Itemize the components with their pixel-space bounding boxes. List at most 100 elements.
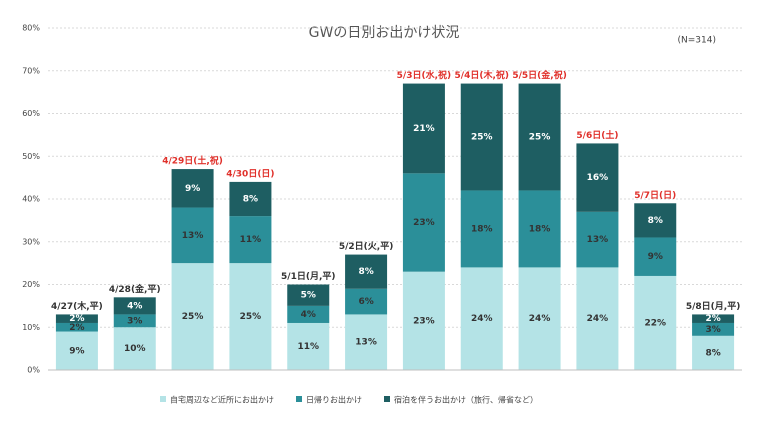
data-label: 6%	[358, 297, 373, 307]
data-label: 11%	[240, 235, 262, 245]
data-label: 23%	[413, 316, 435, 326]
bar-segment	[518, 83, 561, 191]
bar-segment	[576, 211, 619, 268]
category-label: 4/28(金,平)	[109, 283, 161, 295]
y-tick-label: 30%	[22, 237, 40, 246]
bar-segment	[287, 284, 330, 306]
data-label: 25%	[182, 312, 204, 322]
bar-segment	[460, 190, 503, 268]
data-label: 2%	[69, 314, 84, 324]
bar-segment	[518, 190, 561, 268]
category-label: 5/1日(月,平)	[281, 271, 335, 282]
bar-segment	[171, 263, 214, 370]
bar-segment	[402, 271, 445, 370]
bar-segment	[634, 203, 677, 238]
category-label: 5/4日(木,祝)	[455, 69, 509, 81]
bar-segment	[460, 267, 503, 370]
bar-segment	[55, 331, 98, 370]
category-label: 4/30日(日)	[226, 168, 274, 179]
note: (N=314)	[678, 36, 716, 46]
bar-segment	[171, 207, 214, 264]
bar-segment	[113, 297, 156, 315]
data-label: 13%	[587, 235, 609, 245]
bar-segment	[634, 275, 677, 370]
category-label: 5/6日(土)	[576, 129, 618, 141]
category-label: 5/5日(金,祝)	[512, 69, 566, 81]
bar-segment	[171, 169, 214, 208]
data-label: 23%	[413, 218, 435, 228]
data-label: 16%	[587, 173, 609, 183]
data-label: 21%	[413, 124, 435, 134]
bar-segment	[229, 216, 272, 264]
bar-segment	[55, 314, 98, 323]
data-label: 18%	[529, 224, 551, 234]
bar-segment	[345, 254, 388, 289]
category-label: 5/8日(月,平)	[686, 301, 740, 312]
data-label: 24%	[529, 314, 551, 324]
y-tick-label: 70%	[22, 66, 40, 75]
legend-swatch	[296, 396, 302, 402]
data-label: 10%	[124, 344, 146, 354]
bar-segment	[576, 267, 619, 370]
category-label: 5/3日(水,祝)	[397, 69, 451, 81]
data-label: 8%	[648, 216, 663, 226]
data-label: 11%	[297, 342, 319, 352]
y-tick-label: 10%	[22, 323, 40, 332]
bar-segment	[576, 143, 619, 212]
bar-segment	[229, 181, 272, 217]
data-label: 3%	[127, 316, 142, 326]
data-label: 8%	[243, 195, 258, 205]
data-label: 25%	[471, 133, 493, 143]
data-label: 25%	[240, 312, 262, 322]
y-tick-label: 80%	[22, 24, 40, 33]
bar-segment	[692, 314, 735, 323]
data-label: 18%	[471, 224, 493, 234]
data-label: 9%	[185, 184, 200, 194]
legend-label: 日帰りお出かけ	[306, 395, 362, 405]
bar-segment	[518, 267, 561, 370]
chart-title: GWの日別お出かけ状況	[309, 25, 460, 41]
bar-segment	[634, 237, 677, 276]
bar-segment	[113, 314, 156, 328]
category-label: 4/27(木,平)	[51, 300, 103, 312]
category-label: 5/7日(日)	[634, 190, 676, 201]
category-label: 4/29日(土,祝)	[162, 155, 223, 167]
data-label: 4%	[301, 310, 316, 320]
bar-segment	[460, 83, 503, 191]
y-tick-label: 20%	[22, 280, 40, 289]
data-label: 24%	[471, 314, 493, 324]
data-label: 22%	[644, 318, 666, 328]
data-label: 4%	[127, 301, 142, 311]
bar-segment	[402, 173, 445, 272]
bar-segment	[345, 314, 388, 370]
y-tick-label: 40%	[22, 195, 40, 204]
data-label: 13%	[182, 231, 204, 241]
bar-segment	[287, 305, 330, 323]
y-tick-label: 60%	[22, 109, 40, 118]
bar-segment	[229, 263, 272, 370]
y-tick-label: 50%	[22, 152, 40, 161]
bar-segment	[55, 322, 98, 332]
data-label: 3%	[705, 325, 720, 335]
bar-segment	[402, 83, 445, 174]
data-label: 9%	[648, 252, 663, 262]
bar-segment	[113, 327, 156, 370]
bar-segment	[345, 288, 388, 315]
data-label: 25%	[529, 133, 551, 143]
legend-label: 宿泊を伴うお出かけ（旅行、帰省など）	[394, 395, 538, 405]
bar-segment	[692, 335, 735, 370]
bar-segment	[287, 322, 330, 370]
bar-segment	[692, 322, 735, 336]
data-label: 24%	[587, 314, 609, 324]
legend-swatch	[384, 396, 390, 402]
data-label: 2%	[69, 323, 84, 333]
data-label: 8%	[705, 348, 720, 358]
category-label: 5/2日(火,平)	[339, 241, 393, 252]
legend-label: 自宅周辺など近所にお出かけ	[170, 395, 274, 405]
data-label: 9%	[69, 346, 84, 356]
data-label: 2%	[705, 314, 720, 324]
data-label: 8%	[358, 267, 373, 277]
data-label: 5%	[301, 291, 316, 301]
